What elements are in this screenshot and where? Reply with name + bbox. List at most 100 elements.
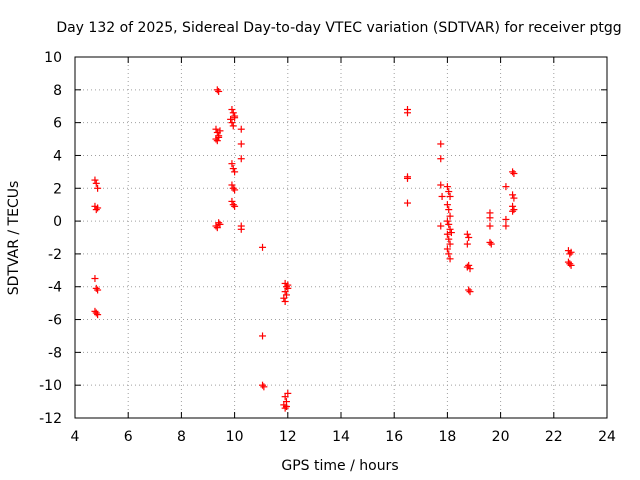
data-point: [404, 174, 411, 182]
data-point: [463, 240, 471, 248]
grid: [75, 57, 607, 418]
data-point: [445, 206, 453, 214]
y-tick-label: -2: [48, 247, 62, 263]
data-point: [443, 183, 451, 191]
x-tick-label: 14: [332, 429, 350, 445]
data-point: [567, 261, 575, 269]
data-point: [280, 294, 288, 302]
x-tick-label: 10: [226, 429, 244, 445]
data-point: [445, 235, 453, 243]
data-point: [94, 184, 102, 192]
data-point: [259, 332, 267, 340]
y-tick-label: -10: [39, 378, 62, 394]
data-point: [229, 201, 237, 209]
data-point: [446, 212, 454, 220]
data-point: [213, 137, 221, 145]
y-tick-label: -8: [48, 345, 62, 361]
data-point: [443, 230, 451, 238]
y-tick-label: 6: [53, 116, 62, 132]
y-tick-label: -12: [39, 411, 62, 427]
y-tick-label: 10: [44, 50, 62, 66]
x-tick-label: 16: [385, 429, 403, 445]
y-tick-label: 0: [53, 214, 62, 230]
data-point: [466, 288, 474, 296]
data-point: [487, 240, 495, 248]
data-point: [443, 201, 451, 209]
data-point: [281, 404, 289, 412]
data-point: [92, 284, 100, 292]
data-point: [510, 170, 518, 178]
y-tick-label: 2: [53, 181, 62, 197]
x-tick-label: 12: [279, 429, 297, 445]
data-point: [229, 109, 237, 117]
data-point: [502, 215, 510, 223]
data-point: [229, 165, 237, 173]
data-point: [510, 206, 518, 214]
data-point: [284, 284, 292, 292]
data-point: [502, 222, 510, 230]
data-point: [463, 230, 471, 238]
data-point: [228, 181, 236, 189]
data-point: [566, 260, 574, 268]
data-point: [465, 261, 473, 269]
data-point: [445, 220, 453, 228]
data-point: [510, 194, 518, 202]
data-point: [91, 275, 99, 283]
data-point: [437, 181, 445, 189]
data-point: [445, 250, 453, 258]
data-point: [259, 381, 267, 389]
data-point: [465, 234, 473, 241]
data-point: [443, 217, 451, 225]
y-tick-label: -4: [48, 280, 62, 296]
data-point: [486, 214, 494, 222]
y-tick-label: 8: [53, 83, 62, 99]
data-point: [94, 204, 102, 212]
data-point: [92, 309, 100, 317]
x-tick-label: 24: [598, 429, 616, 445]
y-axis-label: SDTVAR / TECUs: [6, 181, 22, 296]
data-point: [567, 248, 575, 256]
data-point: [437, 155, 445, 163]
data-points: [91, 86, 575, 412]
x-tick-label: 8: [177, 429, 186, 445]
data-point: [231, 114, 239, 122]
data-point: [92, 179, 100, 187]
data-point: [237, 225, 245, 233]
data-point: [229, 122, 237, 130]
data-point: [486, 238, 494, 246]
data-point: [437, 140, 445, 148]
data-point: [213, 86, 221, 94]
x-tick-label: 18: [438, 429, 456, 445]
data-point: [231, 202, 239, 210]
data-point: [404, 199, 411, 207]
data-point: [509, 207, 517, 215]
axis-ticks: [74, 56, 608, 419]
data-point: [282, 283, 290, 291]
data-point: [216, 220, 224, 228]
data-point: [486, 222, 494, 230]
data-point: [509, 191, 517, 199]
data-point: [437, 222, 445, 230]
x-tick-label: 6: [124, 429, 133, 445]
chart-title: Day 132 of 2025, Sidereal Day-to-day VTE…: [56, 20, 621, 36]
data-point: [446, 192, 454, 200]
data-point: [282, 403, 290, 411]
data-point: [281, 297, 289, 305]
data-point: [446, 240, 454, 248]
x-tick-label: 20: [492, 429, 510, 445]
data-point: [91, 176, 99, 184]
data-point: [215, 87, 223, 95]
data-point: [446, 255, 454, 263]
data-point: [465, 286, 473, 294]
data-point: [228, 119, 236, 127]
data-point: [438, 192, 446, 200]
data-point: [443, 245, 451, 253]
data-point: [227, 115, 235, 123]
data-point: [404, 109, 411, 117]
data-point: [215, 219, 223, 227]
x-tick-label: 4: [71, 429, 80, 445]
x-tick-label: 22: [545, 429, 563, 445]
data-point: [237, 125, 245, 133]
data-point: [259, 243, 267, 251]
